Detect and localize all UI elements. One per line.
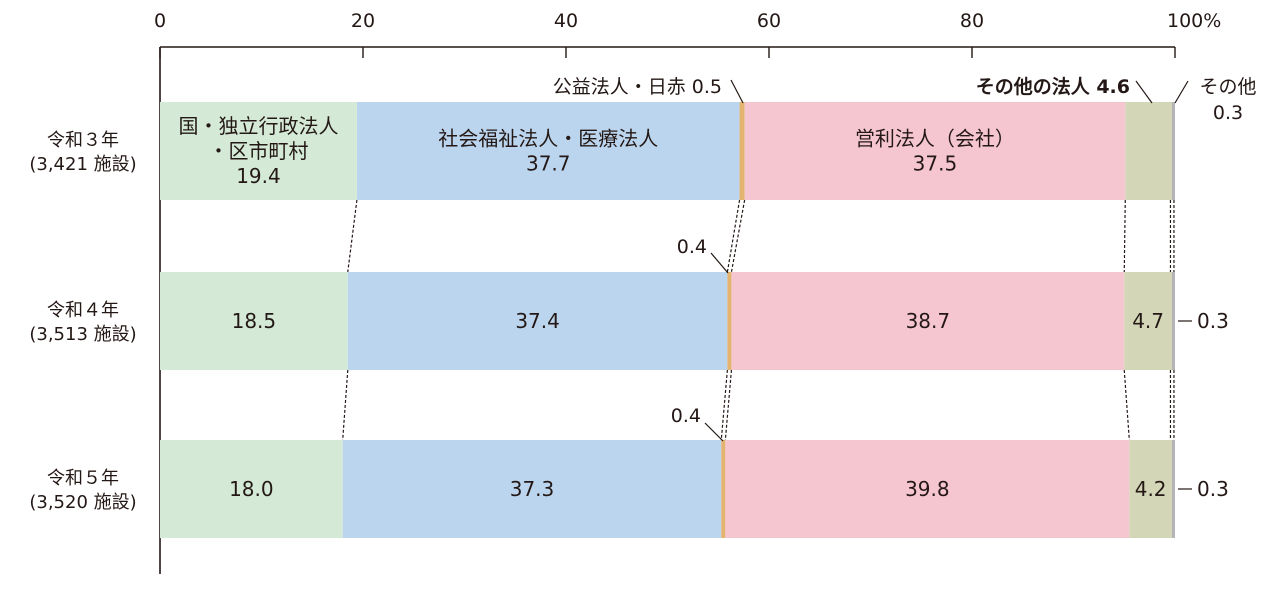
bar-segment	[1171, 272, 1175, 370]
connector-line	[720, 369, 728, 441]
category-label: 令和３年	[47, 130, 119, 151]
data-label: 4.7	[1132, 309, 1164, 333]
bar-segment	[725, 440, 1130, 538]
leader-line	[1135, 80, 1153, 104]
category-label: (3,513 施設)	[29, 324, 136, 345]
bar-segment	[739, 102, 745, 200]
category-label: 令和４年	[47, 300, 119, 321]
bar-segment	[1125, 102, 1172, 200]
x-tick-label: 0	[154, 10, 166, 32]
connector-line	[1123, 199, 1126, 273]
x-tick-label: 60	[757, 10, 781, 32]
category-label: 令和５年	[47, 468, 119, 489]
leader-line	[710, 252, 729, 274]
x-tick-label: 20	[351, 10, 375, 32]
leader-line	[730, 79, 744, 104]
data-label: 国・独立行政法人	[178, 114, 338, 138]
leader-line	[704, 422, 724, 442]
data-label: 4.2	[1135, 477, 1167, 501]
data-label: 0.3	[1197, 309, 1229, 333]
bar-segment	[356, 102, 740, 200]
data-label: 営利法人（会社）	[855, 127, 1015, 151]
data-label: その他	[1199, 76, 1256, 98]
category-label: (3,520 施設)	[29, 492, 136, 513]
data-label: 18.5	[232, 309, 277, 333]
data-label: 0.4	[677, 236, 707, 258]
bar-segment	[1124, 272, 1172, 370]
bar-segment	[744, 102, 1126, 200]
bar-segment	[347, 272, 728, 370]
x-tick-label: 40	[554, 10, 578, 32]
bar-segment	[727, 272, 732, 370]
data-label: 0.4	[671, 405, 701, 427]
bar-segment	[721, 440, 726, 538]
x-tick-label: 80	[960, 10, 984, 32]
data-label: 0.3	[1197, 477, 1229, 501]
bar-segment	[160, 272, 348, 370]
data-label: その他の法人 4.6	[976, 75, 1130, 98]
connector-line	[730, 199, 746, 273]
data-label: 38.7	[906, 309, 951, 333]
data-label: 公益法人・日赤 0.5	[553, 76, 722, 98]
connector-line	[1123, 369, 1130, 441]
data-label: 37.4	[515, 309, 560, 333]
data-label: 18.0	[229, 477, 274, 501]
bar-segment	[160, 440, 343, 538]
data-label: 19.4	[236, 164, 281, 188]
bar-segment	[1171, 440, 1175, 538]
data-label: ・区市町村	[208, 139, 308, 163]
data-label: 社会福祉法人・医療法人	[438, 127, 658, 151]
data-label: 0.3	[1213, 102, 1243, 124]
data-label: 37.3	[510, 477, 555, 501]
data-label: 37.5	[913, 152, 958, 176]
connector-line	[726, 199, 741, 273]
data-label: 39.8	[905, 477, 950, 501]
bar-segment	[160, 102, 357, 200]
connector-line	[724, 369, 733, 441]
category-label: (3,421 施設)	[29, 154, 136, 175]
bar-segment	[342, 440, 722, 538]
x-tick-label: 100%	[1167, 10, 1221, 32]
leader-line	[1174, 80, 1189, 104]
bar-segment	[1129, 440, 1172, 538]
data-label: 37.7	[526, 152, 571, 176]
connector-line	[347, 199, 358, 273]
bar-segment	[731, 272, 1125, 370]
connector-line	[342, 369, 349, 441]
bar-segment	[1171, 102, 1175, 200]
